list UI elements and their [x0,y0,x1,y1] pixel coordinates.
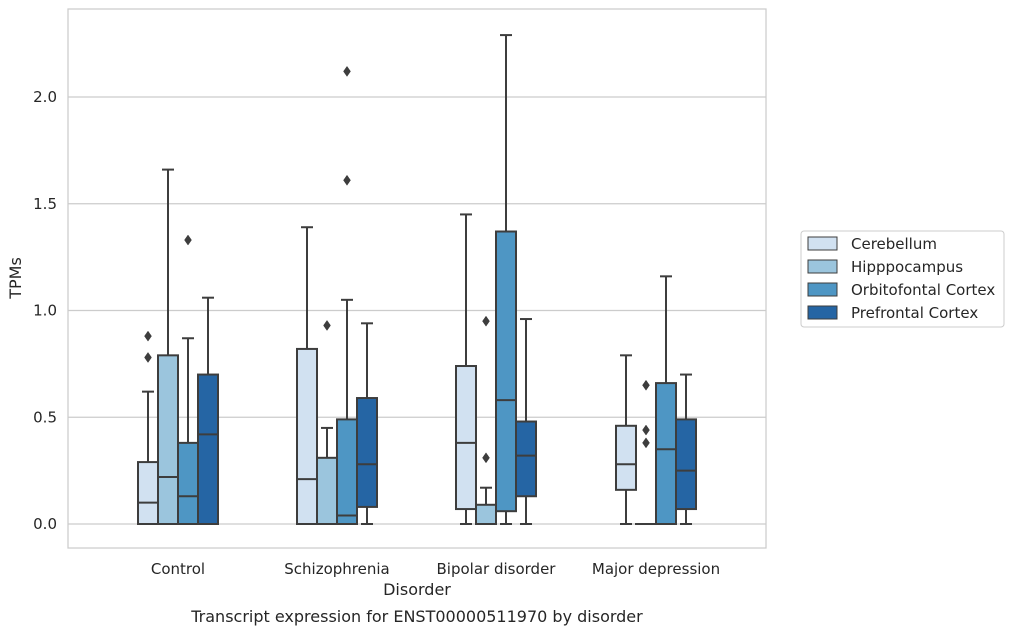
outlier-point [144,330,152,342]
x-tick-label: Major depression [592,560,720,578]
legend-swatch [807,282,838,297]
legend-frame [800,230,1005,328]
box-hipppocampus [475,315,497,526]
legend: Cerebellum Hipppocampus Orbitofontal Corte… [800,230,1005,328]
x-tick-label: Bipolar disorder [437,560,557,578]
legend-label: Cerebellum [851,235,937,253]
outlier-point [642,424,650,436]
box-body [615,424,637,491]
y-tick-label: 2.0 [33,88,57,106]
box-body [197,373,219,525]
y-tick-label: 1.5 [33,195,57,213]
box-cerebellum [455,213,477,525]
box-body [137,461,159,525]
outlier-point [642,437,650,449]
box-orbitofontal-cortex [495,34,517,525]
box-body [157,354,179,525]
box-body [316,456,338,525]
outlier-point [343,174,351,186]
box-body [515,420,537,498]
legend-swatch [807,305,838,320]
box-orbitofontal-cortex [655,275,677,525]
legend-swatch [807,236,838,251]
box-body [455,365,477,511]
outlier-point [343,65,351,77]
outlier-point [642,379,650,391]
box-body [655,382,677,525]
box-prefrontal-cortex [356,322,378,525]
box-hipppocampus [157,168,179,525]
x-tick-label: Control [151,560,205,578]
box-prefrontal-cortex [197,296,219,525]
box-cerebellum [615,354,637,525]
x-axis-label: Disorder [383,580,451,599]
outlier-point [323,320,331,331]
y-tick-label: 1.0 [33,302,57,320]
box-prefrontal-cortex [515,318,537,525]
box-body [495,230,517,513]
outlier-point [482,452,490,464]
y-axis-label: TPMs [6,257,25,300]
box-body [356,397,378,508]
y-tick-labels: 0.0 0.5 1.0 1.5 2.0 [33,88,57,533]
outlier-point [184,234,192,246]
legend-label: Hipppocampus [851,258,963,276]
x-tick-label: Schizophrenia [284,560,389,578]
outlier-point [144,352,152,363]
box-cerebellum [296,226,318,525]
legend-label: Orbitofontal Cortex [851,281,995,299]
box-prefrontal-cortex [675,373,697,525]
box-body [675,418,697,511]
legend-label: Prefrontal Cortex [851,304,978,322]
y-tick-label: 0.5 [33,408,57,426]
box-hipppocampus [635,379,657,526]
box-hipppocampus [316,320,338,525]
box-body [336,418,358,526]
legend-swatch [807,259,838,274]
box-body [177,441,199,525]
box-orbitofontal-cortex [336,65,358,526]
box-orbitofontal-cortex [177,234,199,525]
plot-area-frame [67,8,767,549]
y-tick-label: 0.0 [33,515,57,533]
box-body [475,503,497,526]
outlier-point [482,315,490,327]
box-body [296,347,318,525]
box-cerebellum [137,330,159,525]
x-tick-labels: Control Schizophrenia Bipolar disorder Majo… [151,560,720,578]
boxes-layer [137,34,697,526]
figure-caption: Transcript expression for ENST0000051197… [190,607,643,626]
